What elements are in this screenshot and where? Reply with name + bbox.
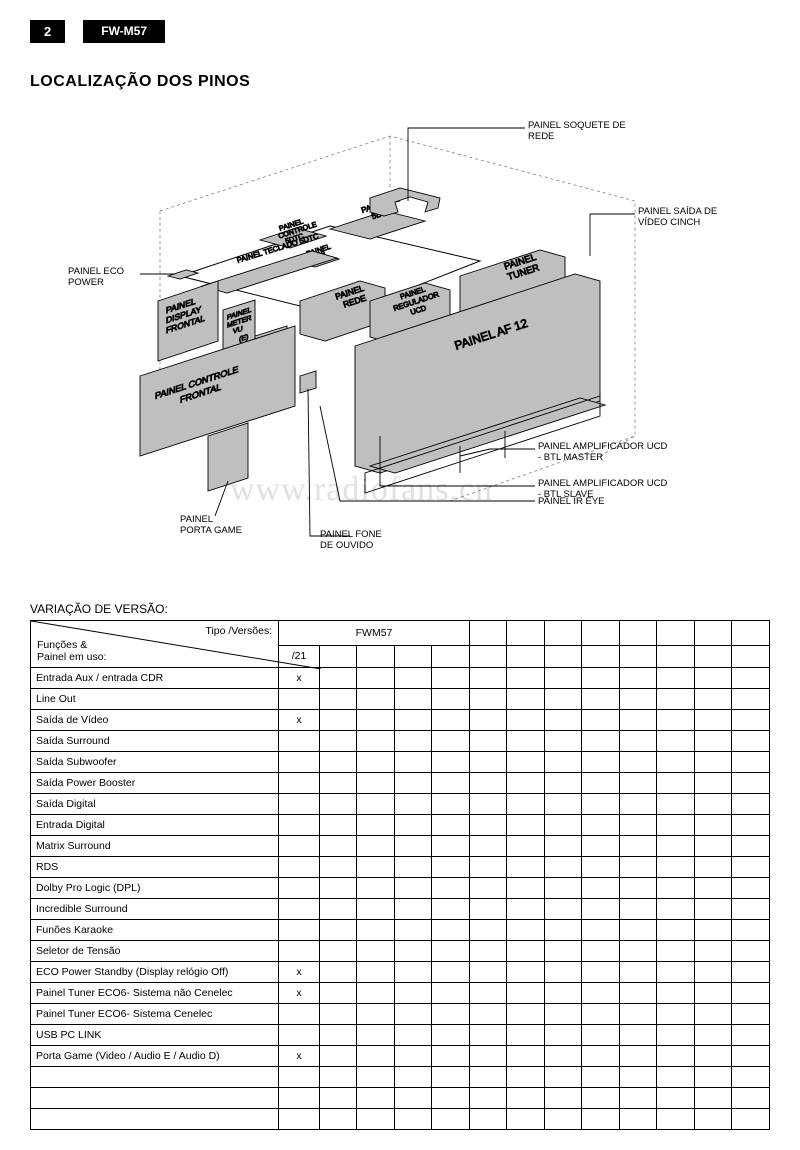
- row-value: [279, 878, 320, 899]
- callout-soquete-rede: PAINEL SOQUETE DE REDE: [528, 120, 626, 143]
- row-value: [279, 836, 320, 857]
- callout-video-cinch: PAINEL SAÍDA DE VÍDEO CINCH: [638, 206, 717, 229]
- table-row: Line Out: [31, 689, 770, 710]
- row-label: Matrix Surround: [31, 836, 279, 857]
- row-label: Line Out: [31, 689, 279, 710]
- row-value: [279, 689, 320, 710]
- diagram-svg: PAINELCONTROLE5DTC PAINELMP35DTC PAINEL …: [30, 106, 770, 596]
- pin-location-diagram: PAINELCONTROLE5DTC PAINELMP35DTC PAINEL …: [30, 106, 770, 596]
- row-value: [279, 1004, 320, 1025]
- row-value: [279, 752, 320, 773]
- table-row: ECO Power Standby (Display relógio Off)x: [31, 962, 770, 983]
- row-label: Entrada Digital: [31, 815, 279, 836]
- row-label: USB PC LINK: [31, 1025, 279, 1046]
- row-label: [31, 1088, 279, 1109]
- table-row: Dolby Pro Logic (DPL): [31, 878, 770, 899]
- table-row: Painel Tuner ECO6- Sistema Cenelec: [31, 1004, 770, 1025]
- row-label: Saída Digital: [31, 794, 279, 815]
- row-value: x: [279, 1046, 320, 1067]
- row-label: ECO Power Standby (Display relógio Off): [31, 962, 279, 983]
- row-label: Saída Subwoofer: [31, 752, 279, 773]
- header-bar: 2 FW-M57: [30, 20, 770, 43]
- row-label: Saída de Vídeo: [31, 710, 279, 731]
- table-row: Saída de Vídeox: [31, 710, 770, 731]
- table-row: Funões Karaoke: [31, 920, 770, 941]
- row-label: Entrada Aux / entrada CDR: [31, 668, 279, 689]
- row-label: Dolby Pro Logic (DPL): [31, 878, 279, 899]
- table-row: Entrada Aux / entrada CDRx: [31, 668, 770, 689]
- row-label: Seletor de Tensão: [31, 941, 279, 962]
- table-row: Porta Game (Video / Audio E / Audio D)x: [31, 1046, 770, 1067]
- version-table: Tipo /Versões: Funções & Painel em uso: …: [30, 620, 770, 1130]
- table-row: USB PC LINK: [31, 1025, 770, 1046]
- row-value: [279, 920, 320, 941]
- table-row: [31, 1067, 770, 1088]
- row-label: Saída Surround: [31, 731, 279, 752]
- table-row: [31, 1109, 770, 1130]
- row-value: [279, 857, 320, 878]
- callout-fone-ouvido: PAINEL FONE DE OUVIDO: [320, 529, 382, 552]
- table-title: VARIAÇÃO DE VERSÃO:: [30, 602, 770, 616]
- callout-porta-game: PAINEL PORTA GAME: [180, 514, 242, 537]
- row-value: [279, 1067, 320, 1088]
- row-label: Incredible Surround: [31, 899, 279, 920]
- row-label: [31, 1109, 279, 1130]
- table-row: Saída Power Booster: [31, 773, 770, 794]
- row-label: Painel Tuner ECO6- Sistema Cenelec: [31, 1004, 279, 1025]
- model-tag: FW-M57: [83, 20, 165, 43]
- row-value: [279, 1109, 320, 1130]
- row-label: Saída Power Booster: [31, 773, 279, 794]
- row-value: x: [279, 962, 320, 983]
- table-row: Entrada Digital: [31, 815, 770, 836]
- row-label: Porta Game (Video / Audio E / Audio D): [31, 1046, 279, 1067]
- row-label: Painel Tuner ECO6- Sistema não Cenelec: [31, 983, 279, 1004]
- row-value: [279, 941, 320, 962]
- row-value: [279, 794, 320, 815]
- row-value: [279, 899, 320, 920]
- callout-btl-master: PAINEL AMPLIFICADOR UCD - BTL MASTER: [538, 441, 667, 464]
- row-value: x: [279, 668, 320, 689]
- table-row: Saída Surround: [31, 731, 770, 752]
- table-row: Incredible Surround: [31, 899, 770, 920]
- page-number: 2: [30, 20, 65, 43]
- row-value: x: [279, 710, 320, 731]
- table-row: Saída Digital: [31, 794, 770, 815]
- watermark: www.radiofans.cn: [230, 471, 493, 509]
- row-value: [279, 815, 320, 836]
- row-value: [279, 1025, 320, 1046]
- table-row: Matrix Surround: [31, 836, 770, 857]
- row-label: RDS: [31, 857, 279, 878]
- row-label: Funões Karaoke: [31, 920, 279, 941]
- callout-ir-eye: PAINEL IR EYE: [538, 496, 605, 507]
- table-header-diagonal: Tipo /Versões: Funções & Painel em uso:: [31, 621, 279, 668]
- row-value: [279, 1088, 320, 1109]
- table-row: [31, 1088, 770, 1109]
- row-value: x: [279, 983, 320, 1004]
- table-row: Saída Subwoofer: [31, 752, 770, 773]
- table-row: Painel Tuner ECO6- Sistema não Cenelecx: [31, 983, 770, 1004]
- callout-eco-power: PAINEL ECO POWER: [68, 266, 124, 289]
- row-label: [31, 1067, 279, 1088]
- row-value: [279, 773, 320, 794]
- section-title: LOCALIZAÇÃO DOS PINOS: [30, 73, 770, 91]
- table-row: RDS: [31, 857, 770, 878]
- row-value: [279, 731, 320, 752]
- table-row: Seletor de Tensão: [31, 941, 770, 962]
